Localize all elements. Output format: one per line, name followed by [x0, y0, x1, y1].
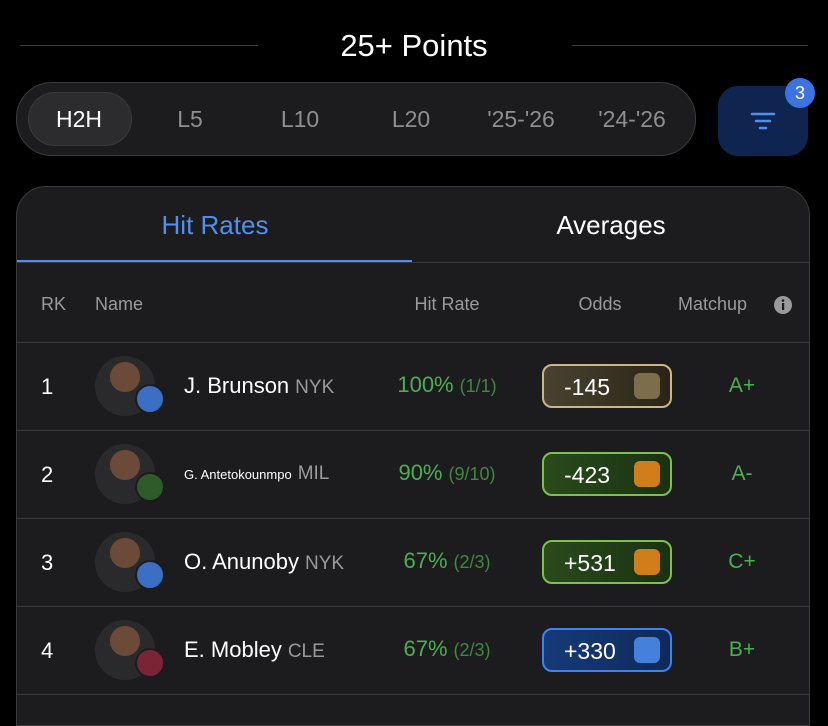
selected-period[interactable] — [28, 92, 132, 146]
column-header: Name — [95, 294, 144, 314]
player-name: J. Brunson — [184, 373, 290, 398]
tab-underline — [17, 260, 412, 262]
divider — [17, 430, 809, 431]
rank: 4 — [41, 638, 54, 663]
filter-badge: 3 — [785, 78, 815, 108]
info-icon[interactable] — [773, 295, 793, 315]
divider — [17, 606, 809, 607]
team: CLE — [287, 641, 325, 662]
column-header: Matchup — [678, 294, 748, 314]
player-name: E. Mobley — [184, 637, 282, 662]
hit-percent: 90% — [398, 460, 443, 485]
hit-count: (1/1) — [459, 376, 497, 396]
divider — [17, 518, 809, 519]
rank: 1 — [41, 374, 54, 399]
hit-count: (2/3) — [453, 552, 491, 572]
hit-rate: 67% (2/3) — [367, 548, 527, 574]
period-option[interactable]: '24-'26 — [598, 106, 666, 132]
column-header: Hit Rate — [414, 294, 480, 314]
rank: 2 — [41, 462, 54, 487]
team-logo — [135, 648, 165, 678]
hit-rate: 67% (2/3) — [367, 636, 527, 662]
hit-percent: 67% — [403, 636, 448, 661]
book-logo — [634, 549, 660, 575]
divider — [572, 45, 808, 46]
period-option[interactable]: '25-'26 — [487, 106, 555, 132]
team: MIL — [297, 463, 330, 484]
matchup: B+ — [728, 638, 756, 661]
divider — [17, 342, 809, 343]
hit-count: (9/10) — [448, 464, 496, 484]
player: G. Antetokounmpo MIL — [184, 460, 329, 489]
player-name: O. Anunoby — [184, 549, 299, 574]
title: 25+ Points — [340, 28, 488, 63]
matchup: C+ — [728, 550, 756, 573]
period-option[interactable]: L20 — [391, 106, 431, 132]
matchup: A+ — [728, 374, 756, 397]
rank: 3 — [41, 550, 54, 575]
book-logo — [634, 461, 660, 487]
player: O. Anunoby NYK — [184, 548, 344, 579]
page: 25+ Points H2H L5 L10 L20 '25-'26 '24-'26 3 H… — [16, 28, 815, 726]
divider — [17, 694, 809, 695]
player: J. Brunson NYK — [184, 372, 334, 403]
column-header: Odds — [578, 294, 622, 314]
period-option[interactable]: L5 — [177, 106, 203, 132]
player: E. Mobley CLE — [184, 636, 325, 667]
tab[interactable]: Hit Rates — [161, 210, 269, 240]
odds-button[interactable]: +330 — [542, 628, 672, 672]
hit-percent: 67% — [403, 548, 448, 573]
book-logo — [634, 373, 660, 399]
odds-button[interactable]: -423 — [542, 452, 672, 496]
matchup: A- — [731, 462, 753, 485]
column-header: RK — [41, 294, 67, 314]
period-option[interactable]: L10 — [280, 106, 320, 132]
team: NYK — [295, 377, 335, 398]
team: NYK — [304, 553, 345, 574]
tab[interactable]: Averages — [556, 210, 666, 240]
team-logo — [135, 560, 165, 590]
odds-button[interactable]: -145 — [542, 364, 672, 408]
hit-percent: 100% — [397, 372, 454, 397]
hit-count: (2/3) — [453, 640, 491, 660]
team-logo — [135, 472, 165, 502]
player-name: G. Antetokounmpo — [184, 467, 292, 482]
period-option[interactable]: H2H — [55, 106, 102, 132]
filter-icon — [750, 112, 776, 130]
team-logo — [135, 384, 165, 414]
hit-rate: 90% (9/10) — [367, 460, 527, 486]
odds-button[interactable]: +531 — [542, 540, 672, 584]
hit-rate: 100% (1/1) — [367, 372, 527, 398]
book-logo — [634, 637, 660, 663]
divider — [20, 45, 258, 46]
divider — [17, 262, 809, 263]
